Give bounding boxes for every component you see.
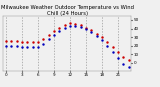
Title: Milwaukee Weather Outdoor Temperature vs Wind Chill (24 Hours): Milwaukee Weather Outdoor Temperature vs… [1, 5, 134, 16]
